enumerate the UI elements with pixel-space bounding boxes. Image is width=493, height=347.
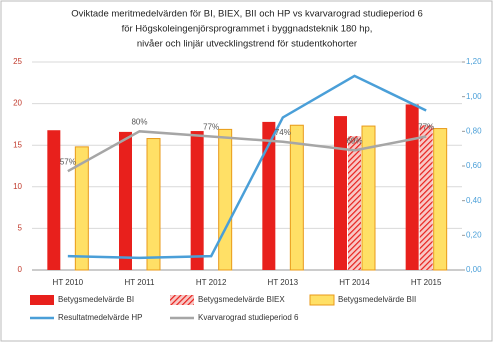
- data-label: 77%: [418, 123, 434, 132]
- bar: [262, 121, 276, 271]
- line: [67, 130, 427, 173]
- legend-label: Betygsmedelvärde BI: [58, 295, 134, 304]
- y2-tick-label: 1,00: [466, 92, 482, 101]
- x-tick-label: HT 2013: [268, 278, 299, 287]
- x-tick-label: HT 2011: [125, 278, 155, 287]
- x-tick-label: HT 2015: [411, 278, 442, 287]
- bar: [190, 131, 204, 270]
- y2-tick-label: 0,40: [466, 196, 482, 205]
- bar: [146, 138, 161, 271]
- y-tick-label: 0: [18, 265, 23, 274]
- x-tick-label: HT 2012: [196, 278, 227, 287]
- y-tick-label: 20: [13, 99, 22, 108]
- y2-tick-label: 1,20: [466, 57, 482, 66]
- bar: [334, 116, 347, 270]
- legend-swatch: [170, 295, 194, 305]
- x-tick-label: HT 2014: [339, 278, 370, 287]
- data-label: 74%: [275, 128, 291, 137]
- chart-title: Oviktade meritmedelvärden för BI, BIEX, …: [71, 9, 423, 20]
- bar: [47, 130, 61, 270]
- y2-tick-label: 0,80: [466, 126, 482, 135]
- y-tick-label: 10: [13, 182, 22, 191]
- data-label: 77%: [203, 123, 219, 132]
- legend-label: Kvarvarograd studieperiod 6: [198, 313, 299, 322]
- data-label: 80%: [131, 117, 147, 126]
- bar: [419, 125, 433, 271]
- legend-label: Betygsmedelvärde BIEX: [198, 295, 285, 304]
- data-label: 57%: [60, 157, 76, 166]
- legend-swatch: [30, 295, 54, 305]
- bar: [218, 128, 233, 271]
- legend-swatch: [309, 294, 335, 306]
- bar: [74, 146, 89, 271]
- data-label: 69%: [346, 137, 362, 146]
- bar: [433, 128, 448, 271]
- bar: [405, 104, 419, 270]
- x-tick-label: HT 2010: [53, 278, 84, 287]
- y-tick-label: 5: [18, 224, 23, 233]
- legend-label: Betygsmedelvärde BII: [338, 295, 416, 304]
- bar: [361, 125, 376, 271]
- line: [67, 74, 427, 260]
- y2-tick-label: 0,00: [466, 265, 482, 274]
- bar: [348, 136, 361, 270]
- chart-title: för Högskoleingenjörsprogrammet i byggna…: [122, 24, 373, 35]
- legend-label: Resultatmedelvärde HP: [58, 313, 142, 322]
- chart-title: nivåer och linjär utvecklingstrend för s…: [137, 39, 357, 50]
- y-tick-label: 15: [13, 140, 22, 149]
- bar: [289, 124, 304, 271]
- y-tick-label: 25: [13, 57, 22, 66]
- y2-tick-label: 0,20: [466, 230, 482, 239]
- y2-tick-label: 0,60: [466, 161, 482, 170]
- bar: [119, 131, 132, 270]
